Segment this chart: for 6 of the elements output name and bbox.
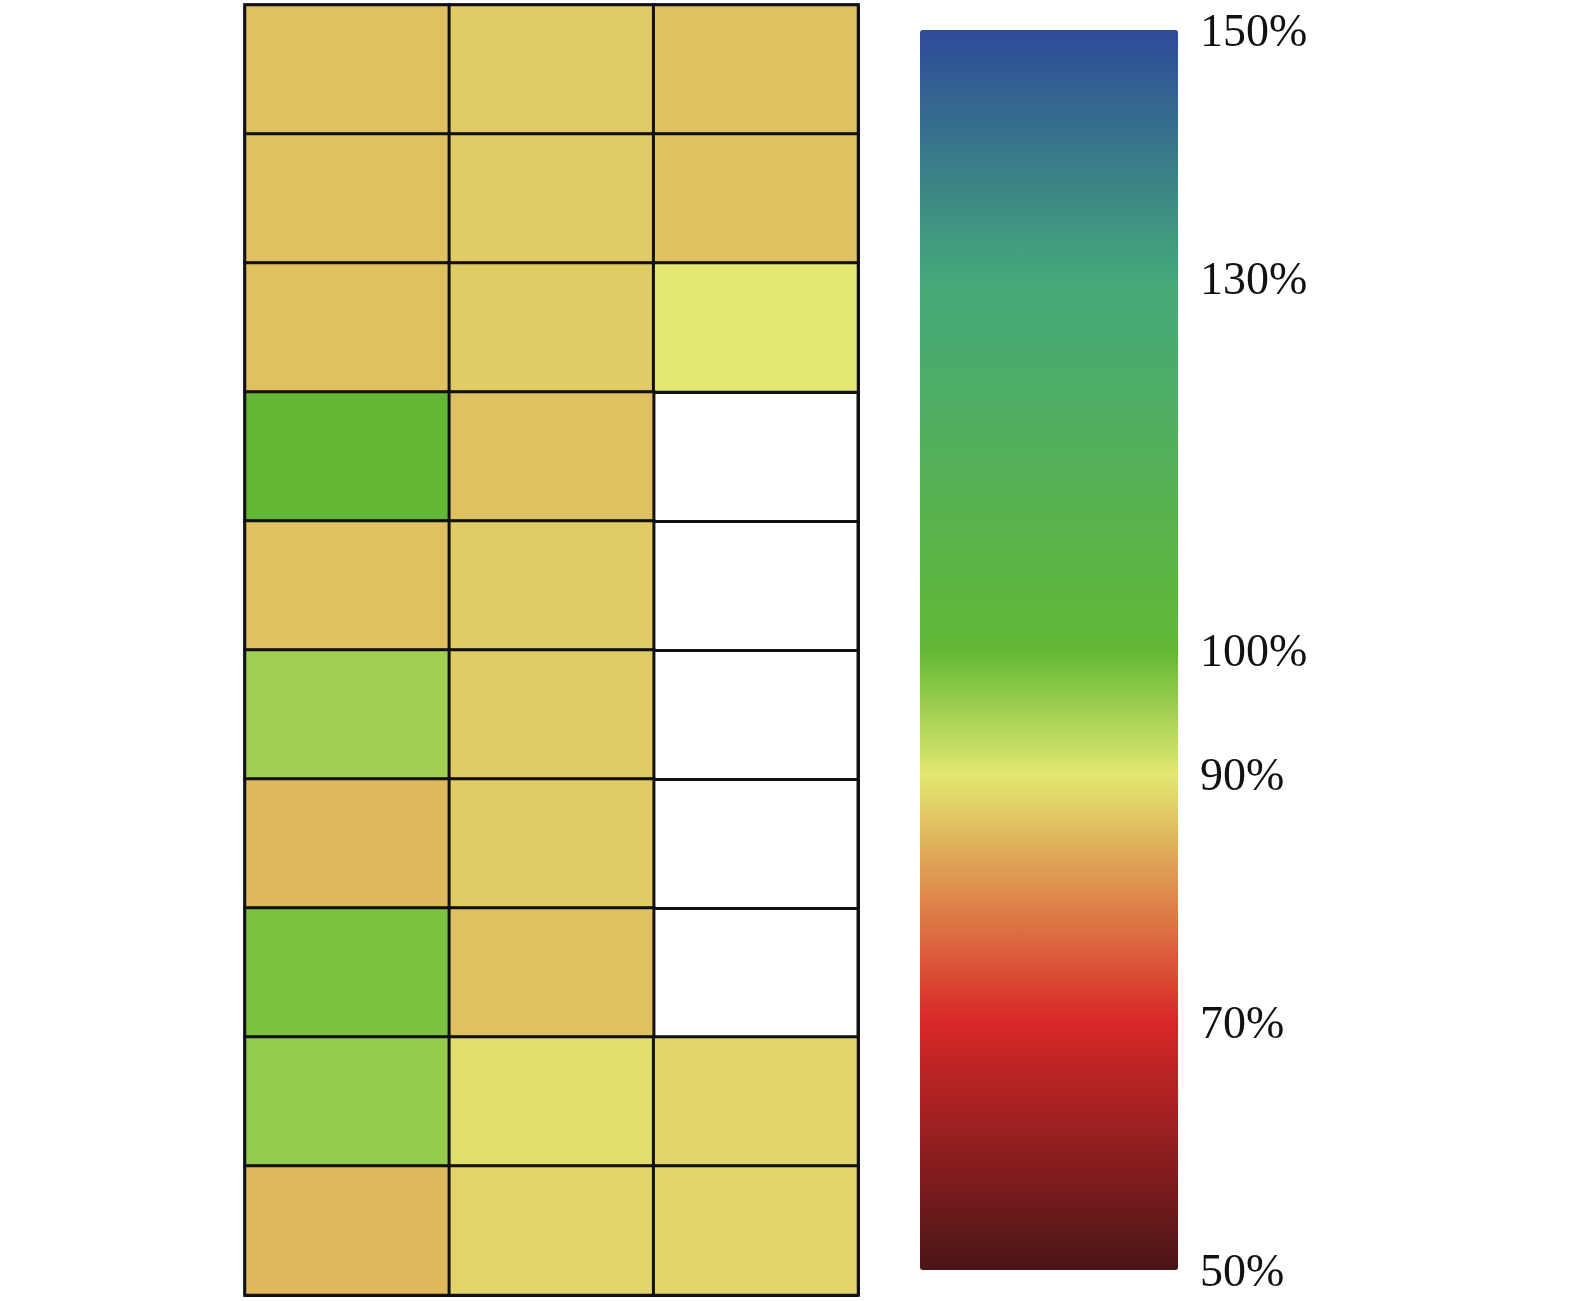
- color-bar-label: 70%: [1200, 996, 1285, 1048]
- color-bar-label: 100%: [1200, 624, 1308, 676]
- color-bar-label: 130%: [1200, 252, 1308, 304]
- color-bar-label: 150%: [1200, 4, 1308, 56]
- color-bar-label: 50%: [1200, 1244, 1285, 1296]
- color-bar-label: 90%: [1200, 748, 1285, 800]
